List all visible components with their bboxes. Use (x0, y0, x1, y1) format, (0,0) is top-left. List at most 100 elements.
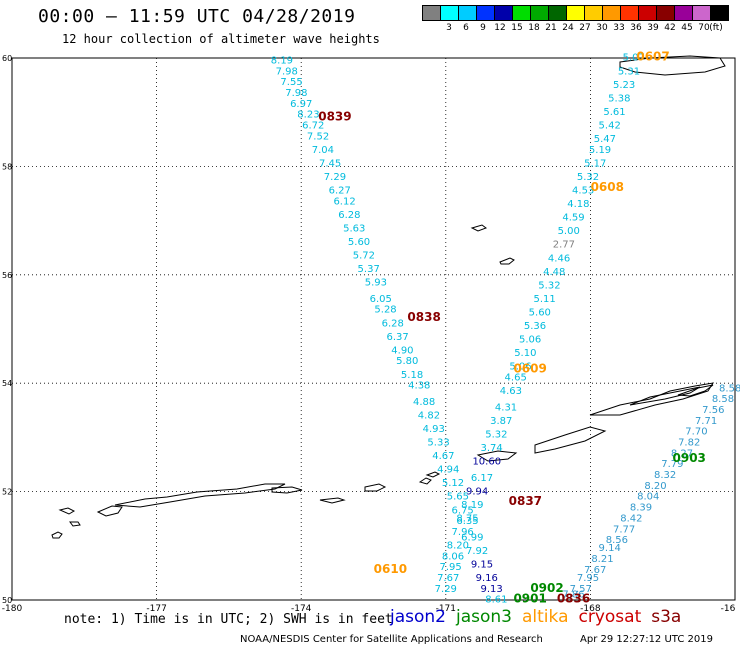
swh-value-label: 5.65 (447, 492, 469, 503)
legend-label: 70 (698, 23, 710, 33)
swh-value-label: 7.95 (439, 562, 461, 573)
swh-value-label: 8.56 (606, 535, 628, 546)
pass-time-label: 0610 (374, 562, 407, 576)
map-grid (11, 57, 736, 601)
color-legend: 3 6 9 12 15 18 21 24 27 30 33 36 39 42 45 70 (ft) (422, 5, 733, 33)
swh-value-label: 4.93 (423, 424, 445, 435)
swh-value-label: 7.86 (562, 589, 584, 600)
page-title: 00:00 – 11:59 UTC 04/28/2019 (38, 6, 356, 27)
swh-value-label: 4.59 (562, 213, 584, 224)
coastline-segment (364, 483, 387, 492)
swh-value-label: 5.11 (533, 294, 555, 305)
satellite-s3a: s3a (651, 607, 682, 627)
swh-value-label: 5.36 (524, 321, 546, 332)
track-0607: 5.07 5.31 5.23 5.38 5.61 5.42 5.475.19 5.17 5.32… (435, 53, 645, 595)
swh-value-label: 7.98 (285, 88, 307, 99)
swh-value-label: 5.32 (538, 280, 560, 291)
lon-tick-label: -180 (2, 604, 23, 614)
swh-value-label: 8.42 (620, 513, 642, 524)
swh-value-label: 5.23 (613, 80, 635, 91)
coastline-segment (51, 531, 63, 539)
coastline-segment (114, 483, 286, 508)
swh-value-label: 5.60 (348, 237, 370, 248)
swh-value-label: 6.72 (302, 120, 324, 131)
coastline-segment (499, 257, 515, 265)
lon-tick-label: -168 (580, 604, 601, 614)
swh-value-label: 6.37 (386, 332, 408, 343)
swh-value-label: 5.06 (509, 362, 531, 373)
lat-tick-label: 60 (2, 54, 12, 63)
pass-time-label: 0903 (673, 451, 706, 465)
pass-time-label: 0839 (318, 109, 351, 123)
legend-label: 3 (446, 23, 452, 33)
lat-tick-label: 58 (2, 162, 12, 171)
swh-value-label: 9.94 (466, 486, 488, 497)
legend-label: 21 (545, 23, 557, 33)
swh-value-label: 6.97 (290, 99, 312, 110)
swh-value-label: 5.60 (529, 307, 551, 318)
swh-value-label: 5.63 (343, 223, 365, 234)
lon-tick-label: -174 (291, 604, 312, 614)
lon-tick-label: -171 (436, 604, 456, 614)
pass-time-label: 0609 (513, 361, 546, 375)
swh-value-label: 8.32 (654, 470, 676, 481)
swh-value-label: 8.06 (442, 551, 464, 562)
swh-value-label: 5.47 (594, 134, 616, 145)
timestamp: Apr 29 12:27:12 UTC 2019 (580, 634, 713, 645)
coastline-segment (271, 486, 303, 494)
swh-value-label: 7.96 (452, 527, 474, 538)
legend-label: 12 (494, 23, 506, 33)
legend-label: 45 (681, 23, 693, 33)
legend-label: 30 (596, 23, 608, 33)
swh-value-label: 4.90 (391, 345, 413, 356)
legend-label: 6 (463, 23, 469, 33)
swh-value-label: 6.28 (338, 210, 360, 221)
swh-value-label: 5.33 (427, 438, 449, 449)
legend-label: 42 (664, 23, 676, 33)
swh-value-label: 5.10 (514, 348, 536, 359)
coastline-segment (629, 386, 701, 406)
coastline-segment (677, 384, 714, 397)
swh-value-label: 8.19 (271, 55, 293, 66)
swh-value-label: 4.38 (408, 381, 430, 392)
swh-value-label: 4.67 (432, 451, 454, 462)
legend-swatch (710, 5, 729, 21)
swh-value-label: 7.98 (276, 66, 298, 77)
swh-value-label: 5.93 (365, 278, 387, 289)
legend-label: 33 (613, 23, 625, 33)
swh-value-label: 7.67 (584, 565, 606, 576)
swh-value-label: 5.28 (374, 305, 396, 316)
swh-value-label: 4.31 (495, 402, 517, 413)
page-subtitle: 12 hour collection of altimeter wave hei… (62, 32, 380, 46)
swh-value-label: 7.82 (678, 438, 700, 449)
satellite-altika: altika (522, 607, 569, 627)
track-0903: 8.588.587.567.717.707.828.277.798.328.20… (562, 383, 740, 600)
swh-value-label: 7.92 (466, 546, 488, 557)
swh-value-label: 3.87 (490, 416, 512, 427)
swh-value-label: 4.82 (418, 410, 440, 421)
pass-time-label: 0607 (636, 50, 669, 64)
swh-value-label: 5.37 (358, 264, 380, 275)
swh-value-label: 7.52 (307, 131, 329, 142)
pass-time-label: 0608 (591, 180, 624, 194)
swh-value-label: 6.35 (456, 516, 478, 527)
legend-swatch-row (422, 5, 733, 21)
swh-value-label: 6.75 (452, 505, 474, 516)
swh-value-label: 5.61 (603, 107, 625, 118)
swh-value-label: 5.31 (618, 66, 640, 77)
swh-value-label: 9.13 (480, 584, 502, 595)
swh-value-label: 5.07 (623, 53, 645, 64)
swh-value-label: 5.19 (589, 145, 611, 156)
swh-value-label: 6.12 (333, 196, 355, 207)
swh-value-label: 8.39 (630, 503, 652, 514)
swh-value-label: 5.18 (401, 370, 423, 381)
swh-value-label: 7.77 (613, 524, 635, 535)
swh-value-label: 5.12 (442, 478, 464, 489)
swh-value-label: 5.17 (584, 158, 606, 169)
legend-label: 18 (528, 23, 540, 33)
legend-label: 36 (630, 23, 642, 33)
pass-time-label: 0902 (530, 581, 563, 595)
pass-time-labels: 0607 0839 0608 0838 0609 0903 0837 0610 09020901… (318, 50, 706, 606)
legend-label: 39 (647, 23, 659, 33)
